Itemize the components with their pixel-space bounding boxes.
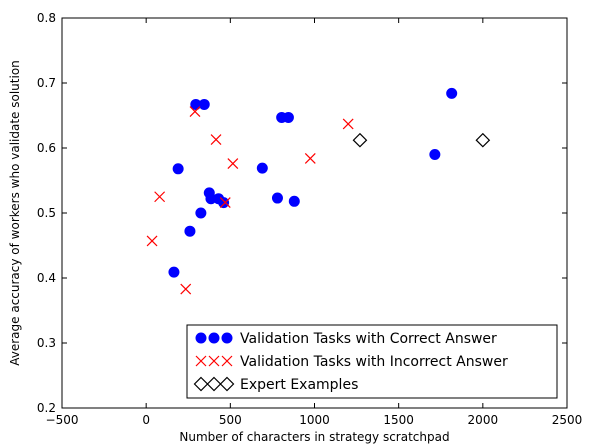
incorrect-answer-point: [146, 235, 158, 247]
legend-label-correct: Validation Tasks with Correct Answer: [240, 331, 497, 347]
y-tick-label: 0.7: [37, 76, 56, 90]
y-axis: 0.2 0.3 0.4 0.5 0.6 0.7 0.8: [37, 11, 567, 415]
expert-example-point: [352, 132, 368, 148]
legend-markers: [193, 332, 235, 392]
y-tick-label: 0.3: [37, 336, 56, 350]
legend-box: [186, 324, 558, 399]
y-tick-label: 0.5: [37, 206, 56, 220]
y-tick-label: 0.2: [37, 401, 56, 415]
x-tick-label: 500: [219, 413, 242, 427]
correct-answer-point: [271, 192, 283, 204]
legend-marker-correct-answer-point: [221, 332, 233, 344]
correct-answer-point: [218, 197, 230, 209]
data-points: [146, 87, 491, 295]
incorrect-answer-point: [227, 158, 239, 170]
incorrect-answer-point: [304, 152, 316, 164]
legend-marker-expert-example-point: [206, 376, 222, 392]
incorrect-answer-point: [210, 134, 222, 145]
correct-answer-point: [172, 163, 184, 175]
legend-label-incorrect: Validation Tasks with Incorrect Answer: [240, 354, 508, 370]
x-tick-label: 2000: [468, 413, 499, 427]
legend-marker-incorrect-answer-point: [208, 355, 220, 367]
expert-example-point: [475, 132, 491, 148]
correct-answer-point: [256, 162, 268, 174]
legend-marker-expert-example-point: [219, 376, 235, 392]
x-axis-label: Number of characters in strategy scratch…: [179, 430, 449, 444]
correct-answer-point: [282, 111, 294, 123]
correct-answer-point: [184, 225, 196, 237]
y-tick-label: 0.6: [37, 141, 56, 155]
legend-marker-correct-answer-point: [208, 332, 220, 344]
legend-label-expert: Expert Examples: [240, 377, 358, 393]
legend-marker-incorrect-answer-point: [195, 355, 207, 367]
incorrect-answer-point: [342, 118, 354, 130]
correct-answer-point: [198, 98, 210, 110]
correct-answer-point: [195, 207, 207, 219]
incorrect-answer-point: [189, 106, 201, 118]
legend: Validation Tasks with Correct Answer Val…: [186, 324, 558, 399]
correct-answer-point: [446, 87, 458, 99]
correct-answer-point: [168, 266, 180, 278]
x-tick-label: 1500: [383, 413, 414, 427]
correct-answer-point: [429, 149, 441, 160]
y-axis-label: Average accuracy of workers who validate…: [8, 60, 22, 366]
y-tick-label: 0.4: [37, 271, 56, 285]
x-axis: −500 0 500 1000 1500 2000 2500: [46, 18, 583, 427]
correct-answer-point: [288, 195, 300, 207]
incorrect-answer-point: [154, 191, 166, 203]
x-tick-label: −500: [46, 413, 79, 427]
y-tick-label: 0.8: [37, 11, 56, 25]
legend-marker-correct-answer-point: [195, 332, 207, 344]
x-tick-label: 0: [142, 413, 150, 427]
incorrect-answer-point: [180, 283, 192, 295]
legend-marker-incorrect-answer-point: [221, 355, 233, 367]
incorrect-answer-point: [219, 197, 231, 209]
x-tick-label: 1000: [299, 413, 330, 427]
legend-marker-expert-example-point: [193, 376, 209, 392]
x-tick-label: 2500: [552, 413, 583, 427]
